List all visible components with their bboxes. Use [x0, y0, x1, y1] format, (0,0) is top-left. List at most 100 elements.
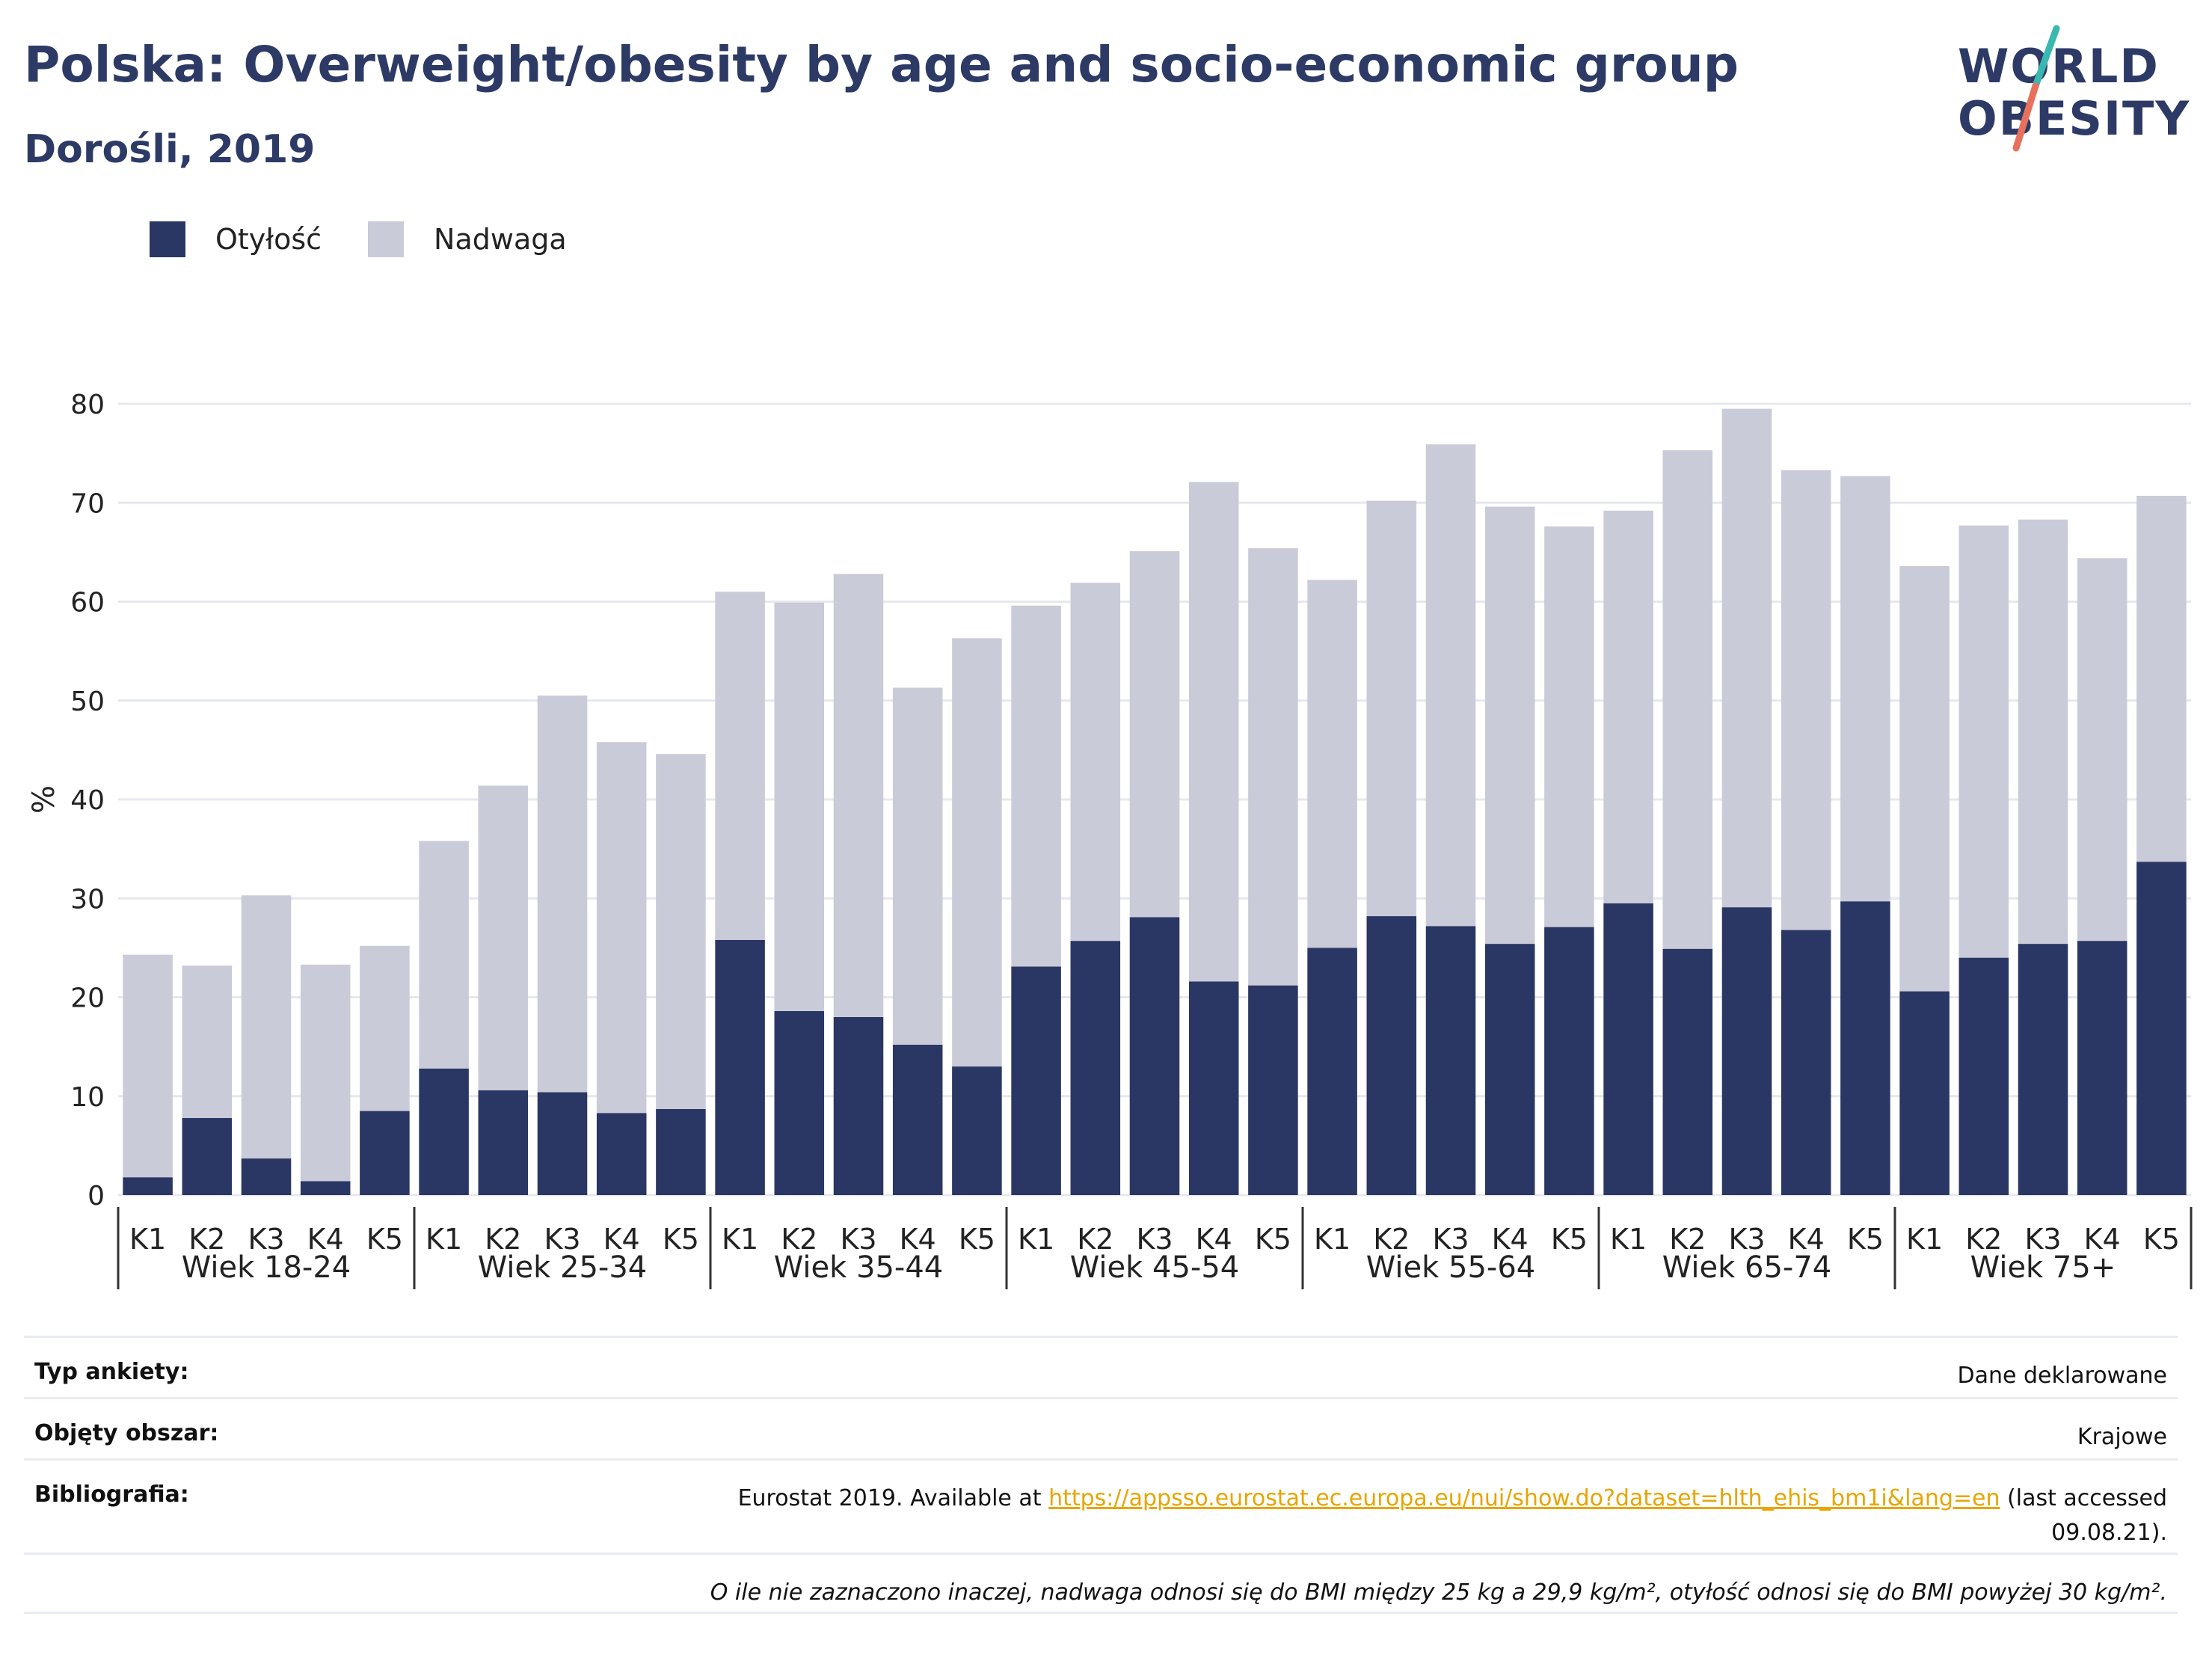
- bar-obesity: [182, 1117, 233, 1195]
- bar-overweight: [1899, 565, 1950, 992]
- bar-obesity: [1248, 985, 1298, 1195]
- chart-legend: Otyłość Nadwaga: [150, 221, 613, 257]
- x-tick-label: K2: [1373, 1223, 1410, 1256]
- x-group-label: Wiek 55-64: [1366, 1250, 1536, 1285]
- y-tick-label: 10: [70, 1082, 105, 1113]
- bar-overweight: [1721, 408, 1772, 908]
- bar-obesity: [537, 1092, 588, 1195]
- x-tick-label: K3: [1432, 1223, 1469, 1256]
- bmi-note: O ile nie zaznaczono inaczej, nadwaga od…: [710, 1579, 2167, 1606]
- y-tick-label: 30: [70, 884, 105, 915]
- bar-overweight: [892, 687, 943, 1045]
- page-title: Polska: Overweight/obesity by age and so…: [24, 36, 1739, 93]
- bar-overweight: [1307, 580, 1357, 948]
- bar-overweight: [2136, 495, 2187, 862]
- bar-overweight: [833, 574, 884, 1017]
- x-group-label: Wiek 45-54: [1070, 1250, 1240, 1285]
- bar-obesity: [1366, 916, 1417, 1195]
- bar-obesity: [1840, 901, 1890, 1195]
- bar-obesity: [1425, 926, 1476, 1195]
- x-tick-label: K3: [1728, 1223, 1765, 1256]
- bar-obesity: [892, 1044, 943, 1195]
- x-tick-label: K1: [1018, 1223, 1054, 1256]
- info-value-coverage: Krajowe: [2077, 1424, 2167, 1450]
- bar-obesity: [1662, 948, 1713, 1195]
- info-key-coverage: Objęty obszar:: [34, 1420, 219, 1446]
- bibliography-link[interactable]: https://appsso.eurostat.ec.europa.eu/nui…: [1048, 1485, 2000, 1511]
- bar-obesity: [833, 1016, 884, 1195]
- bar-overweight: [1129, 551, 1180, 918]
- x-tick-label: K2: [485, 1223, 521, 1256]
- x-group-label: Wiek 75+: [1970, 1250, 2116, 1285]
- info-row-survey-type: Typ ankiety: Dane deklarowane: [24, 1336, 2178, 1397]
- bar-obesity: [1899, 991, 1950, 1195]
- info-row-coverage: Objęty obszar: Krajowe: [24, 1397, 2178, 1458]
- x-tick-label: K5: [2143, 1223, 2180, 1256]
- bar-obesity: [1781, 930, 1831, 1195]
- legend-swatch-overweight: [368, 221, 405, 257]
- bar-obesity: [1011, 966, 1061, 1195]
- bar-overweight: [123, 954, 173, 1178]
- x-tick-label: K5: [1255, 1223, 1291, 1256]
- bibliography-text: Eurostat 2019. Available at: [737, 1485, 1049, 1511]
- info-table: Typ ankiety: Dane deklarowane Objęty obs…: [24, 1336, 2178, 1614]
- bar-overweight: [596, 742, 647, 1114]
- x-tick-label: K1: [1906, 1223, 1943, 1256]
- legend-item-obesity[interactable]: Otyłość: [150, 221, 322, 257]
- y-tick-label: 20: [70, 983, 105, 1014]
- bar-obesity: [241, 1158, 292, 1195]
- x-tick-label: K1: [722, 1223, 758, 1256]
- bar-obesity: [1603, 903, 1653, 1195]
- legend-label-obesity: Otyłość: [215, 223, 322, 256]
- bar-overweight: [1366, 500, 1417, 917]
- bar-overweight: [360, 945, 410, 1111]
- bar-obesity: [478, 1090, 529, 1195]
- x-tick-label: K5: [1847, 1223, 1884, 1256]
- bar-overweight: [1011, 605, 1061, 967]
- bar-overweight: [1603, 510, 1653, 903]
- x-tick-label: K5: [366, 1223, 403, 1256]
- info-row-note: O ile nie zaznaczono inaczej, nadwaga od…: [24, 1553, 2178, 1614]
- bar-obesity: [1129, 917, 1180, 1195]
- logo-line-2: OBESITY: [1958, 91, 2191, 146]
- page-subtitle: Dorośli, 2019: [24, 127, 316, 172]
- x-tick-label: K4: [307, 1223, 344, 1256]
- bar-overweight: [1544, 526, 1594, 927]
- bar-overweight: [300, 964, 351, 1182]
- bar-obesity: [419, 1068, 469, 1195]
- x-tick-label: K5: [663, 1223, 699, 1256]
- bar-obesity: [2018, 944, 2068, 1195]
- world-obesity-logo: WORLD OBESITY: [1944, 22, 2199, 165]
- x-tick-label: K1: [425, 1223, 462, 1256]
- y-tick-label: 70: [70, 488, 105, 519]
- bar-overweight: [2077, 558, 2127, 942]
- bar-obesity: [360, 1111, 410, 1195]
- x-tick-label: K3: [1136, 1223, 1173, 1256]
- x-group-label: Wiek 65-74: [1662, 1250, 1832, 1285]
- bar-overweight: [2018, 519, 2068, 945]
- info-row-bibliography: Bibliografia: Eurostat 2019. Available a…: [24, 1458, 2178, 1553]
- bar-overweight: [715, 592, 765, 940]
- y-tick-label: 80: [70, 390, 105, 420]
- logo-slash-icon: [2012, 25, 2060, 152]
- bar-obesity: [952, 1066, 1002, 1195]
- bar-obesity: [656, 1108, 706, 1195]
- y-tick-label: 50: [70, 687, 105, 717]
- bar-overweight: [656, 754, 706, 1109]
- bar-overweight: [774, 602, 825, 1012]
- bar-obesity: [1958, 957, 2009, 1195]
- bar-obesity: [123, 1177, 173, 1195]
- x-tick-label: K1: [129, 1223, 166, 1256]
- x-group-label: Wiek 35-44: [774, 1250, 944, 1285]
- x-tick-label: K2: [781, 1223, 817, 1256]
- x-tick-label: K2: [1077, 1223, 1113, 1256]
- x-tick-label: K2: [1669, 1223, 1706, 1256]
- bar-overweight: [1070, 583, 1121, 942]
- x-tick-label: K4: [603, 1223, 640, 1256]
- x-tick-label: K4: [900, 1223, 936, 1256]
- legend-item-overweight[interactable]: Nadwaga: [368, 221, 567, 257]
- x-tick-label: K5: [959, 1223, 995, 1256]
- legend-swatch-obesity: [150, 221, 185, 257]
- bar-overweight: [1425, 444, 1476, 927]
- x-tick-label: K1: [1610, 1223, 1647, 1256]
